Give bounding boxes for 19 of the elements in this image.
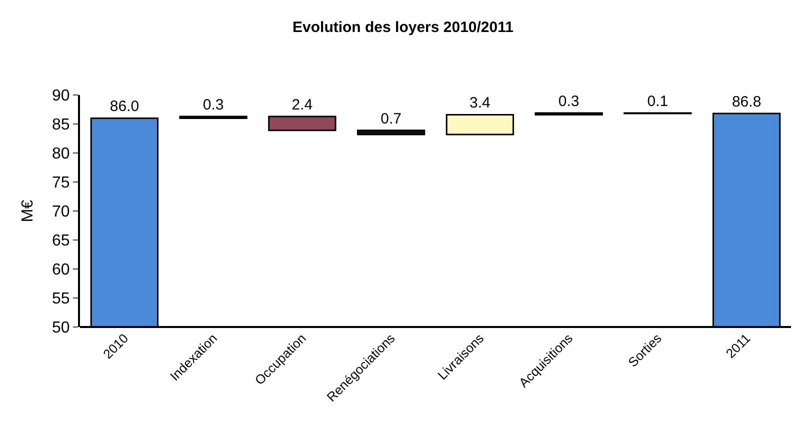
y-tick-label: 70 (52, 204, 70, 221)
data-label: 86.8 (732, 94, 762, 111)
y-tick-label: 85 (52, 116, 70, 134)
y-tick-label: 90 (52, 88, 70, 105)
y-tick-label: 65 (52, 232, 70, 250)
y-tick-label: 55 (52, 290, 70, 308)
y-tick-label: 75 (52, 174, 70, 192)
data-label: 2.4 (292, 96, 313, 114)
data-label: 0.1 (647, 92, 668, 110)
data-label: 86.0 (110, 98, 140, 116)
y-tick-label: 60 (52, 262, 70, 279)
data-label: 0.3 (558, 92, 580, 110)
data-label: 3.4 (470, 94, 490, 112)
y-tick-label: 50 (52, 320, 70, 337)
y-axis-title: M€ (19, 200, 36, 222)
data-label: 0.7 (380, 110, 402, 128)
data-label: 0.3 (202, 96, 224, 114)
y-tick-label: 80 (52, 146, 70, 163)
chart-title: Evolution des loyers 2010/2011 (292, 19, 514, 36)
